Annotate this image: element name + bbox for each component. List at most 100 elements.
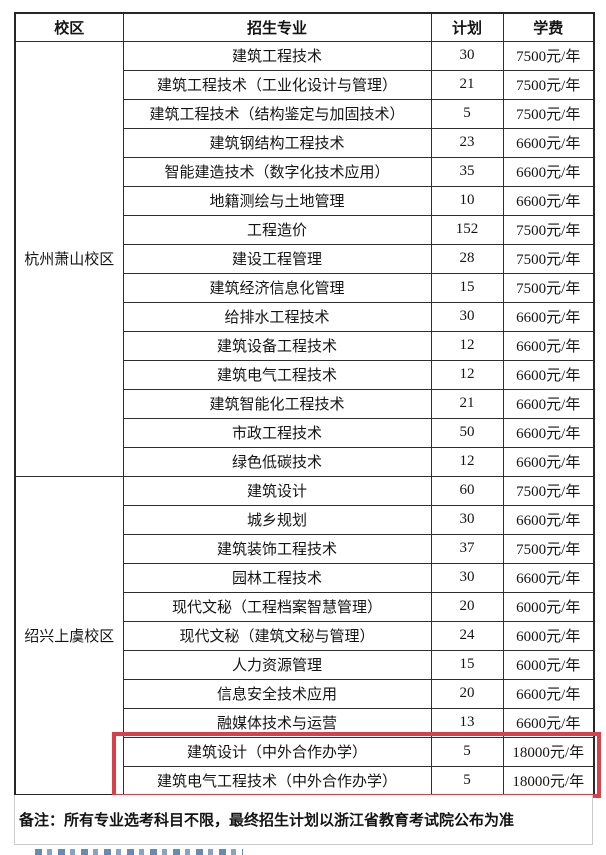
tuition-cell: 6600元/年 bbox=[502, 156, 595, 187]
tuition-cell: 7500元/年 bbox=[502, 475, 595, 506]
plan-cell: 60 bbox=[430, 475, 504, 506]
major-cell: 建筑工程技术（结构鉴定与加固技术） bbox=[122, 98, 432, 129]
admissions-table: 校区 招生专业 计划 学费 杭州萧山校区 建筑工程技术 30 7500元/年 建筑工程技… bbox=[14, 12, 595, 796]
plan-cell: 5 bbox=[430, 736, 504, 767]
major-cell: 人力资源管理 bbox=[122, 649, 432, 680]
tuition-cell: 6600元/年 bbox=[502, 388, 595, 419]
table-row: 工程造价 152 7500元/年 bbox=[15, 214, 595, 245]
tuition-cell: 7500元/年 bbox=[502, 40, 595, 71]
major-cell: 信息安全技术应用 bbox=[122, 678, 432, 709]
tuition-cell: 6600元/年 bbox=[502, 127, 595, 158]
tuition-cell: 18000元/年 bbox=[502, 765, 595, 796]
tuition-cell: 6600元/年 bbox=[502, 330, 595, 361]
header-cell-plan: 计划 bbox=[430, 12, 504, 42]
tuition-cell: 6000元/年 bbox=[502, 591, 595, 622]
tuition-cell: 6600元/年 bbox=[502, 562, 595, 593]
major-cell: 现代文秘（建筑文秘与管理） bbox=[122, 620, 432, 651]
tuition-cell: 7500元/年 bbox=[502, 272, 595, 303]
header-cell-tuition: 学费 bbox=[502, 12, 595, 42]
header-cell-major: 招生专业 bbox=[122, 12, 432, 42]
major-cell: 建筑设备工程技术 bbox=[122, 330, 432, 361]
table-row: 智能建造技术（数字化技术应用） 35 6600元/年 bbox=[15, 156, 595, 187]
plan-cell: 15 bbox=[430, 272, 504, 303]
plan-cell: 28 bbox=[430, 243, 504, 274]
major-cell: 市政工程技术 bbox=[122, 417, 432, 448]
plan-cell: 23 bbox=[430, 127, 504, 158]
plan-cell: 20 bbox=[430, 678, 504, 709]
clipped-link-text[interactable] bbox=[35, 849, 243, 855]
table-row: 建筑工程技术（结构鉴定与加固技术） 5 7500元/年 bbox=[15, 98, 595, 129]
table-row: 现代文秘（工程档案智慧管理） 20 6000元/年 bbox=[15, 591, 595, 622]
plan-cell: 12 bbox=[430, 330, 504, 361]
tuition-cell: 7500元/年 bbox=[502, 243, 595, 274]
major-cell: 建筑工程技术（工业化设计与管理） bbox=[122, 69, 432, 100]
plan-cell: 12 bbox=[430, 359, 504, 390]
plan-cell: 10 bbox=[430, 185, 504, 216]
major-cell: 建筑钢结构工程技术 bbox=[122, 127, 432, 158]
plan-cell: 13 bbox=[430, 707, 504, 738]
plan-cell: 21 bbox=[430, 388, 504, 419]
tuition-cell: 7500元/年 bbox=[502, 533, 595, 564]
table-header-row: 校区 招生专业 计划 学费 bbox=[14, 12, 595, 42]
major-cell: 建筑电气工程技术 bbox=[122, 359, 432, 390]
plan-cell: 37 bbox=[430, 533, 504, 564]
admissions-plan-sheet: 校区 招生专业 计划 学费 杭州萧山校区 建筑工程技术 30 7500元/年 建筑工程技… bbox=[14, 12, 601, 855]
major-cell: 建筑智能化工程技术 bbox=[122, 388, 432, 419]
plan-cell: 21 bbox=[430, 69, 504, 100]
major-cell: 地籍测绘与土地管理 bbox=[122, 185, 432, 216]
major-cell: 建筑工程技术 bbox=[122, 40, 432, 71]
plan-cell: 50 bbox=[430, 417, 504, 448]
major-cell: 给排水工程技术 bbox=[122, 301, 432, 332]
major-cell: 智能建造技术（数字化技术应用） bbox=[122, 156, 432, 187]
tuition-cell: 7500元/年 bbox=[502, 98, 595, 129]
major-cell: 建筑设计 bbox=[122, 475, 432, 506]
plan-cell: 30 bbox=[430, 562, 504, 593]
tuition-cell: 6600元/年 bbox=[502, 678, 595, 709]
table-row: 建筑电气工程技术 12 6600元/年 bbox=[15, 359, 595, 390]
major-cell: 工程造价 bbox=[122, 214, 432, 245]
table-row: 人力资源管理 15 6000元/年 bbox=[15, 649, 595, 680]
note-text: 备注：所有专业选考科目不限，最终招生计划以浙江省教育考试院公布为准 bbox=[19, 813, 515, 829]
plan-cell: 35 bbox=[430, 156, 504, 187]
plan-cell: 5 bbox=[430, 98, 504, 129]
table-row: 建筑钢结构工程技术 23 6600元/年 bbox=[15, 127, 595, 158]
major-cell: 建筑电气工程技术（中外合作办学） bbox=[122, 765, 432, 796]
major-cell: 园林工程技术 bbox=[122, 562, 432, 593]
tuition-cell: 6600元/年 bbox=[502, 359, 595, 390]
tuition-cell: 6600元/年 bbox=[502, 185, 595, 216]
tuition-cell: 6600元/年 bbox=[502, 707, 595, 738]
tuition-cell: 6600元/年 bbox=[502, 417, 595, 448]
table-row: 建筑设计（中外合作办学） 5 18000元/年 bbox=[15, 736, 595, 767]
plan-cell: 24 bbox=[430, 620, 504, 651]
table-row: 杭州萧山校区 建筑工程技术 30 7500元/年 bbox=[14, 40, 595, 477]
major-cell: 建筑装饰工程技术 bbox=[122, 533, 432, 564]
tuition-cell: 6000元/年 bbox=[502, 649, 595, 680]
plan-cell: 30 bbox=[430, 504, 504, 535]
tuition-cell: 6600元/年 bbox=[502, 301, 595, 332]
tuition-cell: 18000元/年 bbox=[502, 736, 595, 767]
major-cell: 现代文秘（工程档案智慧管理） bbox=[122, 591, 432, 622]
campus-cell: 杭州萧山校区 bbox=[14, 40, 124, 477]
tuition-cell: 6600元/年 bbox=[502, 504, 595, 535]
table-row: 绍兴上虞校区 建筑设计 60 7500元/年 bbox=[14, 475, 595, 796]
plan-cell: 152 bbox=[430, 214, 504, 245]
tuition-cell: 6600元/年 bbox=[502, 446, 595, 477]
campus-cell: 绍兴上虞校区 bbox=[14, 475, 124, 796]
tuition-cell: 6000元/年 bbox=[502, 620, 595, 651]
tuition-cell: 7500元/年 bbox=[502, 214, 595, 245]
plan-cell: 15 bbox=[430, 649, 504, 680]
table-row: 城乡规划 30 6600元/年 bbox=[15, 504, 595, 535]
plan-cell: 20 bbox=[430, 591, 504, 622]
major-cell: 融媒体技术与运营 bbox=[122, 707, 432, 738]
major-cell: 绿色低碳技术 bbox=[122, 446, 432, 477]
table-row: 建筑工程技术（工业化设计与管理） 21 7500元/年 bbox=[15, 69, 595, 100]
major-cell: 建筑设计（中外合作办学） bbox=[122, 736, 432, 767]
plan-cell: 30 bbox=[430, 301, 504, 332]
plan-cell: 30 bbox=[430, 40, 504, 71]
tuition-cell: 7500元/年 bbox=[502, 69, 595, 100]
table-row: 绿色低碳技术 12 6600元/年 bbox=[15, 446, 595, 477]
plan-cell: 12 bbox=[430, 446, 504, 477]
major-cell: 建筑经济信息化管理 bbox=[122, 272, 432, 303]
table-row: 建筑装饰工程技术 37 7500元/年 bbox=[15, 533, 595, 564]
plan-cell: 5 bbox=[430, 765, 504, 796]
